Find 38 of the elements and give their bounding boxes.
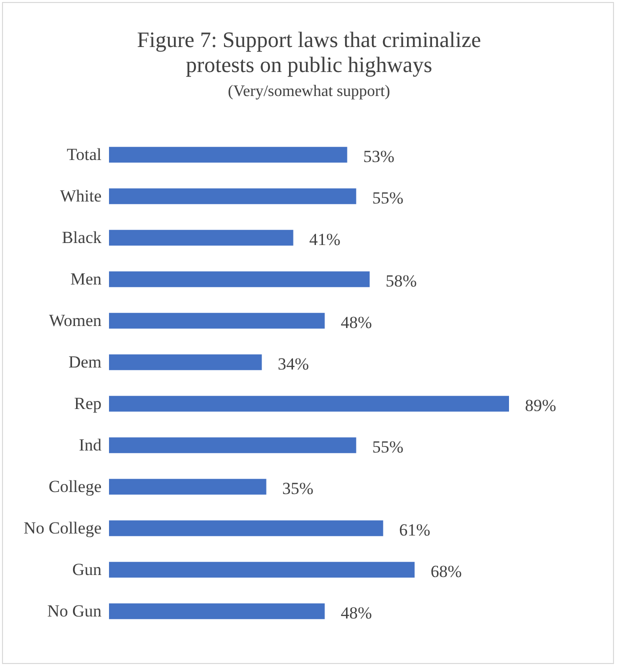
- y-tick-label: Gun: [72, 560, 102, 579]
- data-label: 48%: [340, 312, 372, 332]
- bar: [109, 603, 325, 620]
- chart-title: Figure 7: Support laws that criminalize protests on public highways: [137, 27, 481, 77]
- y-tick-label: Ind: [78, 435, 102, 454]
- y-tick-label: No Gun: [47, 601, 102, 620]
- y-tick-label: No College: [24, 518, 102, 538]
- bar: [109, 188, 356, 204]
- bar: [109, 271, 370, 288]
- bar: [109, 478, 266, 495]
- data-label: 35%: [282, 478, 314, 498]
- data-label: 34%: [278, 354, 309, 374]
- y-tick-label: Black: [62, 228, 102, 247]
- y-tick-label: Dem: [68, 352, 102, 372]
- y-tick-label: Rep: [74, 394, 102, 413]
- bar: [109, 396, 509, 412]
- bar: [109, 354, 262, 370]
- bar: [109, 230, 294, 246]
- data-label: 55%: [372, 437, 404, 456]
- data-label: 41%: [309, 230, 340, 249]
- data-label: 61%: [399, 520, 430, 540]
- data-label: 48%: [340, 603, 372, 622]
- y-tick-label: Total: [66, 144, 102, 164]
- bar: [109, 312, 325, 329]
- data-label: 89%: [525, 396, 556, 415]
- data-label: 55%: [372, 188, 404, 208]
- bar: [109, 146, 348, 163]
- bar: [109, 562, 415, 578]
- y-tick-label: College: [48, 476, 102, 496]
- chart-subtitle: (Very/somewhat support): [228, 83, 390, 100]
- data-label: 53%: [363, 146, 394, 166]
- bar: [109, 520, 384, 536]
- data-label: 58%: [386, 271, 417, 290]
- bar: [109, 437, 356, 454]
- y-tick-label: Men: [70, 269, 102, 288]
- y-tick-label: Women: [49, 310, 102, 330]
- data-label: 68%: [430, 562, 462, 581]
- y-tick-label: White: [60, 186, 102, 206]
